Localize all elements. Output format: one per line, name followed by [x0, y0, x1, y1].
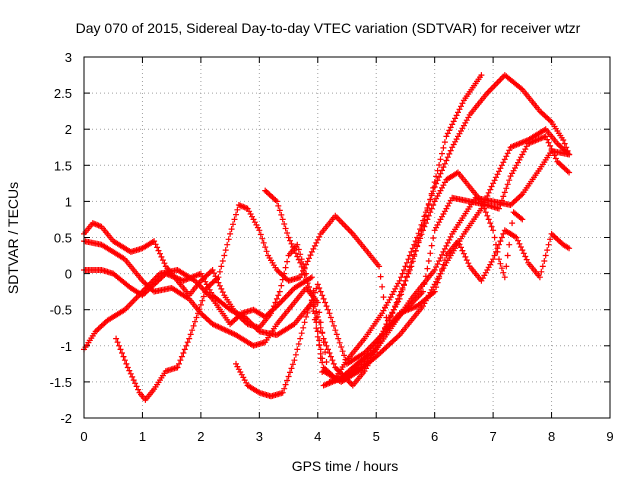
series-track-7	[262, 169, 526, 389]
data-series	[81, 72, 573, 403]
y-tick-label: -1.5	[50, 375, 72, 390]
x-tick-label: 6	[431, 429, 438, 444]
x-tick-label: 1	[139, 429, 146, 444]
y-tick-label: -2	[60, 411, 72, 426]
x-tick-label: 3	[256, 429, 263, 444]
x-tick-label: 8	[548, 429, 555, 444]
x-tick-label: 2	[197, 429, 204, 444]
chart-title: Day 070 of 2015, Sidereal Day-to-day VTE…	[76, 20, 581, 36]
x-tick-labels: 0 1 2 3 4 5 6 7 8 9	[80, 429, 613, 444]
y-tick-label: 2	[65, 122, 72, 137]
plot-frame	[83, 56, 611, 419]
y-tick-label: 0	[65, 267, 72, 282]
series-markers	[262, 169, 526, 389]
y-tick-label: 1.5	[54, 158, 72, 173]
y-tick-label: -1	[60, 339, 72, 354]
y-tick-label: -0.5	[50, 303, 72, 318]
x-tick-label: 9	[606, 429, 613, 444]
y-tick-label: 2.5	[54, 86, 72, 101]
x-tick-label: 5	[373, 429, 380, 444]
y-axis-label: SDTVAR / TECUs	[5, 182, 21, 294]
axis-ticks	[83, 56, 611, 419]
x-tick-label: 4	[314, 429, 321, 444]
y-tick-label: 1	[65, 194, 72, 209]
y-tick-label: 3	[65, 50, 72, 65]
y-tick-label: 0.5	[54, 231, 72, 246]
x-axis-label: GPS time / hours	[292, 458, 399, 474]
x-tick-label: 7	[489, 429, 496, 444]
y-tick-labels: -2 -1.5 -1 -0.5 0 0.5 1 1.5 2 2.5 3	[50, 50, 72, 426]
x-tick-label: 0	[80, 429, 87, 444]
